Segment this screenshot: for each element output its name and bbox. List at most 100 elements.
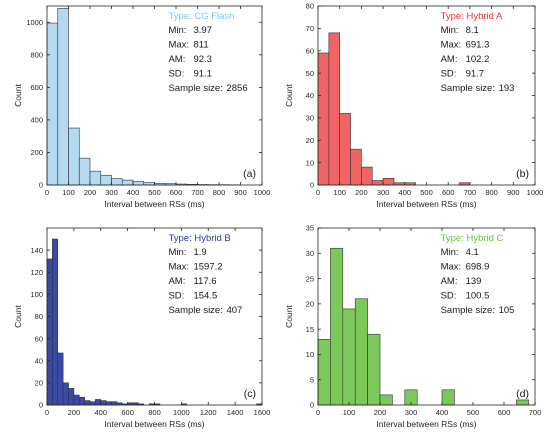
y-tick-label: 1000 <box>26 18 43 27</box>
panel-label: (c) <box>244 388 256 400</box>
type-label: Type: Hybrid C <box>441 233 504 244</box>
stat-label: SD: <box>441 291 457 302</box>
x-tick-label: 400 <box>94 408 107 417</box>
panel-label: (d) <box>516 388 529 400</box>
histogram-bar <box>46 22 59 186</box>
histogram-bar <box>111 178 123 186</box>
x-tick-label: 1000 <box>254 188 271 197</box>
y-tick-label: 200 <box>30 148 43 157</box>
histogram-bar <box>132 181 145 186</box>
stat-label: SD: <box>168 291 184 302</box>
stat-label: AM: <box>168 276 185 287</box>
stat-value: 1.9 <box>193 247 206 258</box>
x-tick-label: 200 <box>374 408 387 417</box>
x-tick-label: 700 <box>191 188 204 197</box>
stat-value: 698.9 <box>466 262 490 273</box>
panel-label: (b) <box>516 168 529 180</box>
stat-value: 91.7 <box>466 69 485 80</box>
y-tick-label: 20 <box>306 136 314 145</box>
stat-value: 2856 <box>226 83 247 94</box>
histogram-bar <box>68 127 80 186</box>
y-tick-label: 800 <box>30 51 43 60</box>
x-axis-label: Interval between RSs (ms) <box>376 419 476 429</box>
stat-label: Min: <box>441 25 459 36</box>
histogram-bar <box>57 352 64 406</box>
histogram-bar <box>73 394 80 406</box>
y-tick-label: 40 <box>35 356 43 365</box>
x-tick-label: 300 <box>377 188 390 197</box>
axes-box <box>46 227 263 406</box>
histogram-bar <box>62 382 69 406</box>
stat-label: AM: <box>441 54 458 65</box>
x-tick-label: 800 <box>213 188 226 197</box>
stat-label: Sample size: <box>168 305 222 316</box>
histogram-panel: 0 100 200 300 400 500 600 700 0 5 10 15 20 25 30 35 Inte… <box>284 224 541 429</box>
stat-label: AM: <box>441 276 458 287</box>
stat-label: Max: <box>441 40 462 51</box>
y-tick-label: 20 <box>306 300 314 309</box>
y-tick-label: 80 <box>306 2 314 11</box>
x-tick-label: 800 <box>148 408 161 417</box>
histogram-bar <box>84 400 91 406</box>
histogram-bar <box>95 399 102 406</box>
histogram-bar <box>78 157 91 186</box>
x-tick-label: 500 <box>467 408 480 417</box>
stat-label: Sample size: <box>441 83 495 94</box>
x-tick-label: 700 <box>464 188 477 197</box>
stat-value: 193 <box>499 83 515 94</box>
x-tick-label: 800 <box>485 188 498 197</box>
y-tick-label: 60 <box>35 334 43 343</box>
histogram-bar <box>371 180 384 186</box>
x-tick-label: 500 <box>148 188 161 197</box>
histogram-bar <box>382 177 395 186</box>
x-tick-label: 600 <box>170 188 183 197</box>
histogram-panel: 0 200 400 600 800 1000 1200 1400 1600 0 20 40 60 80 10… <box>13 227 270 429</box>
x-tick-label: 100 <box>333 188 346 197</box>
x-tick-label: 300 <box>405 408 418 417</box>
x-tick-label: 400 <box>436 408 449 417</box>
histogram-bar <box>361 166 373 186</box>
stat-label: Min: <box>441 247 459 258</box>
y-axis-label: Count <box>284 305 294 328</box>
x-tick-label: 100 <box>62 188 75 197</box>
stat-value: 91.1 <box>193 69 212 80</box>
type-label: Type: Hybrid A <box>441 11 503 22</box>
stat-value: 117.6 <box>193 276 216 287</box>
stat-value: 407 <box>226 305 242 316</box>
x-tick-label: 200 <box>68 408 81 417</box>
stat-label: AM: <box>168 54 185 65</box>
stat-value: 4.1 <box>466 247 479 258</box>
histogram-bar <box>68 388 75 406</box>
y-tick-label: 0 <box>39 181 43 190</box>
y-tick-label: 400 <box>30 116 43 125</box>
stat-label: Sample size: <box>168 83 222 94</box>
histogram-bar <box>339 113 351 186</box>
histogram-bar <box>121 179 134 186</box>
histogram-bar <box>52 238 59 406</box>
x-tick-label: 400 <box>127 188 140 197</box>
x-axis-label: Interval between RSs (ms) <box>376 199 476 209</box>
y-tick-label: 15 <box>306 325 314 334</box>
histogram-panel: 0 100 200 300 400 500 600 700 800 900 1000 0 10 20 30 4… <box>284 2 543 209</box>
stat-label: SD: <box>441 69 457 80</box>
x-tick-label: 600 <box>498 408 511 417</box>
y-tick-label: 10 <box>306 158 314 167</box>
histogram-bar <box>57 8 69 186</box>
histogram-panel: 0 100 200 300 400 500 600 700 800 900 1000 0 200 400 6… <box>13 5 271 209</box>
x-tick-label: 600 <box>121 408 134 417</box>
y-tick-label: 140 <box>30 246 43 255</box>
y-tick-label: 10 <box>306 350 314 359</box>
histogram-bar <box>89 401 96 406</box>
y-tick-label: 25 <box>306 274 314 283</box>
stat-label: Max: <box>168 40 189 51</box>
histogram-bar <box>342 308 356 406</box>
stat-label: Min: <box>168 247 186 258</box>
x-tick-label: 200 <box>84 188 97 197</box>
y-tick-label: 30 <box>306 114 314 123</box>
panel-label: (a) <box>243 168 256 180</box>
stat-value: 92.3 <box>193 54 212 65</box>
x-tick-label: 1400 <box>227 408 244 417</box>
histogram-bar <box>330 247 344 406</box>
